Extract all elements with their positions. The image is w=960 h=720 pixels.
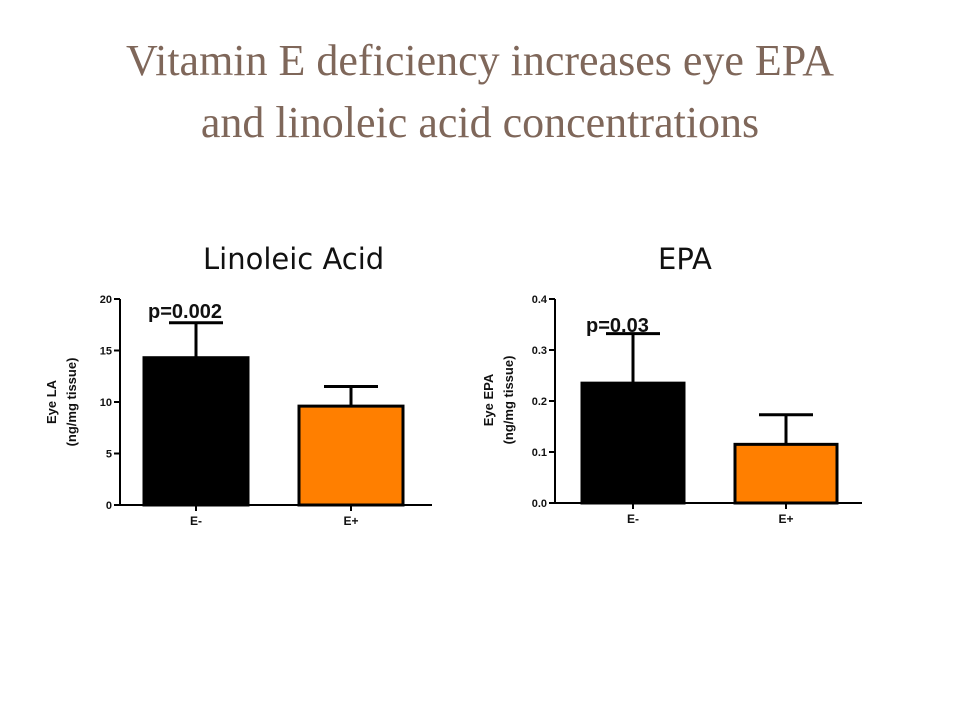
- slide-title: Vitamin E deficiency increases eye EPA a…: [0, 30, 960, 154]
- chart1-y-tick-label: 15: [100, 346, 112, 358]
- chart2-p-value-annotation: p=0.03: [586, 315, 649, 337]
- slide-title-line1: Vitamin E deficiency increases eye EPA: [125, 36, 835, 85]
- chart1-x-tick-label: E-: [190, 514, 202, 528]
- slide-title-line2: and linoleic acid concentrations: [200, 98, 760, 147]
- chart1-y-label-line1: Eye LA: [44, 379, 59, 424]
- chart1-y-tick-label: 10: [100, 397, 112, 409]
- chart2-y-tick-label: 0.2: [532, 396, 547, 408]
- chart-title-linoleic-acid: Linoleic Acid: [203, 242, 385, 276]
- chart2-y-label-line1: Eye EPA: [481, 373, 496, 426]
- chart1-bar-e-minus: [142, 356, 250, 507]
- chart1-x-tick-label: E+: [343, 514, 358, 528]
- chart1-bar-e-plus: [297, 404, 405, 507]
- chart2-bar-e-minus: [580, 381, 686, 505]
- chart1-y-tick-label: 5: [106, 449, 112, 461]
- chart2-y-tick-label: 0.3: [532, 345, 547, 357]
- chart1-y-tick-label: 20: [100, 294, 112, 306]
- chart1-y-label-line2: (ng/mg tissue): [64, 358, 79, 447]
- chart2-y-tick-label: 0.1: [532, 447, 547, 459]
- chart1-y-tick-label: 0: [106, 500, 112, 512]
- chart-title-epa: EPA: [658, 242, 712, 276]
- chart2-y-tick-label: 0.4: [532, 294, 548, 306]
- chart2-x-tick-label: E+: [778, 512, 793, 526]
- chart2-y-label-line2: (ng/mg tissue): [501, 356, 516, 445]
- chart1-p-value-annotation: p=0.002: [148, 301, 222, 323]
- chart2-x-tick-label: E-: [627, 512, 639, 526]
- chart2-y-tick-label: 0.0: [532, 498, 547, 510]
- chart2-bar-e-plus: [733, 442, 839, 505]
